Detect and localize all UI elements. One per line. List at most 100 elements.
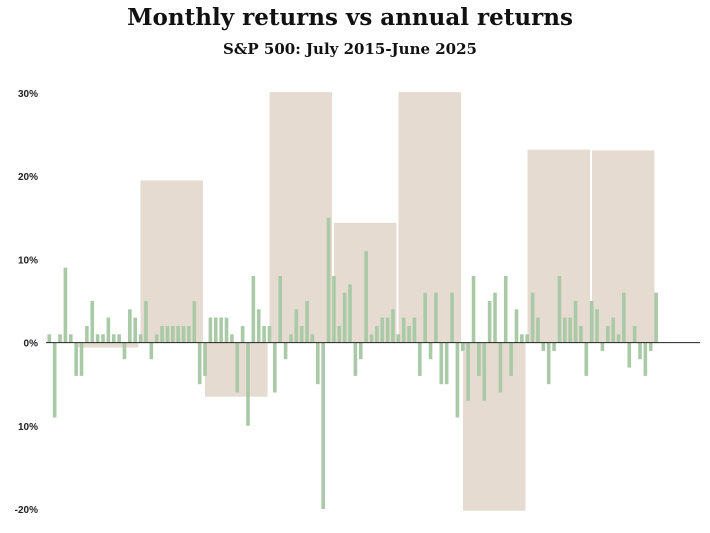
monthly-bar — [187, 326, 191, 343]
monthly-bar — [364, 251, 368, 343]
annual-bar — [463, 342, 526, 511]
monthly-bar — [47, 334, 52, 343]
monthly-bar — [128, 309, 132, 343]
monthly-bar — [326, 217, 331, 343]
monthly-bar — [428, 342, 433, 360]
monthly-bar — [418, 342, 422, 376]
monthly-bar — [154, 334, 159, 343]
monthly-bar — [407, 326, 411, 343]
monthly-bar — [627, 342, 632, 368]
monthly-bar — [455, 342, 460, 418]
monthly-bar — [316, 342, 320, 385]
monthly-bar — [289, 334, 293, 343]
monthly-bar — [638, 342, 642, 360]
monthly-bar — [197, 342, 202, 385]
monthly-bar — [648, 342, 653, 351]
monthly-bar — [262, 326, 266, 343]
monthly-bar — [117, 334, 121, 343]
monthly-bar — [224, 317, 229, 343]
monthly-bar — [412, 317, 417, 343]
monthly-bar — [235, 342, 240, 393]
monthly-bar — [246, 342, 250, 426]
y-tick-label: 0% — [24, 339, 39, 350]
monthly-bar — [622, 292, 626, 343]
monthly-bar — [321, 342, 325, 509]
monthly-bar — [219, 317, 223, 343]
monthly-bar — [654, 292, 658, 343]
monthly-bar — [358, 342, 363, 360]
annual-bar — [76, 342, 139, 348]
monthly-bar — [600, 342, 605, 351]
monthly-bar — [133, 317, 138, 343]
monthly-bar — [208, 317, 213, 343]
monthly-bar — [85, 326, 89, 343]
monthly-bar — [79, 342, 84, 376]
monthly-bar — [90, 301, 95, 343]
monthly-bar — [106, 317, 111, 343]
chart-title: Monthly returns vs annual returns — [127, 4, 573, 31]
monthly-bar — [579, 326, 583, 343]
monthly-bar — [530, 292, 535, 343]
monthly-bar — [589, 301, 594, 343]
monthly-bar — [52, 342, 57, 418]
monthly-bar — [401, 317, 406, 343]
monthly-bar — [305, 301, 309, 343]
monthly-bar — [337, 326, 342, 343]
monthly-bar — [611, 317, 615, 343]
monthly-bar — [256, 309, 261, 343]
monthly-bar — [181, 326, 186, 343]
monthly-bar — [520, 334, 524, 343]
monthly-bar — [299, 326, 304, 343]
monthly-bar — [632, 326, 637, 343]
monthly-bar — [342, 292, 347, 343]
y-axis-ticks: 30% 20% 10% 0% 10% -20% — [15, 89, 38, 516]
monthly-bar — [294, 309, 299, 343]
monthly-bar — [605, 326, 610, 343]
monthly-bar — [332, 276, 336, 343]
monthly-bar — [466, 342, 470, 401]
monthly-bar — [525, 334, 530, 343]
monthly-bar — [144, 301, 148, 343]
monthly-bar — [584, 342, 589, 376]
monthly-bar — [101, 334, 105, 343]
y-tick-label: 10% — [18, 422, 38, 433]
monthly-bar — [95, 334, 100, 343]
monthly-bar — [616, 334, 621, 343]
monthly-bar — [160, 326, 164, 343]
monthly-bar — [176, 326, 180, 343]
monthly-bar — [240, 326, 245, 343]
monthly-bar — [482, 342, 487, 401]
monthly-bar — [487, 301, 492, 343]
monthly-bar — [348, 284, 352, 343]
monthly-bar — [58, 334, 62, 343]
monthly-bar — [536, 317, 540, 343]
monthly-bar — [595, 309, 599, 343]
monthly-bar — [353, 342, 358, 376]
monthly-bar — [138, 334, 143, 343]
monthly-bar — [391, 309, 395, 343]
monthly-bar — [192, 301, 197, 343]
monthly-bar — [165, 326, 170, 343]
monthly-bar — [267, 326, 272, 343]
monthly-bar — [122, 342, 127, 360]
monthly-bar — [498, 342, 503, 393]
monthly-bar — [444, 342, 449, 385]
monthly-bar — [552, 342, 556, 351]
monthly-bar — [68, 334, 73, 343]
monthly-bar — [643, 342, 648, 376]
monthly-bar — [74, 342, 78, 376]
monthly-bar — [251, 276, 256, 343]
monthly-bar — [111, 334, 116, 343]
monthly-bar — [493, 292, 497, 343]
monthly-bar — [396, 334, 401, 343]
monthly-bar — [557, 276, 562, 343]
monthly-bar — [546, 342, 551, 385]
monthly-bar — [477, 342, 481, 376]
monthly-bar — [213, 317, 218, 343]
monthly-bar — [563, 317, 567, 343]
monthly-bar — [149, 342, 154, 360]
y-tick-label: 30% — [18, 89, 38, 100]
monthly-bar — [434, 292, 438, 343]
monthly-bar — [423, 292, 427, 343]
